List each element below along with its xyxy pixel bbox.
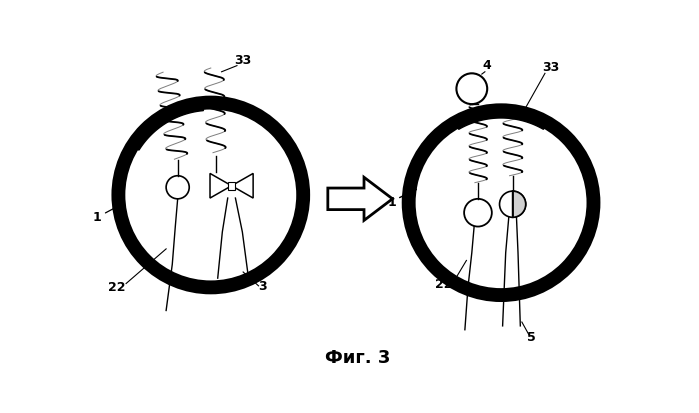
Polygon shape: [328, 178, 393, 221]
Polygon shape: [229, 183, 235, 190]
Polygon shape: [210, 174, 231, 199]
Polygon shape: [231, 174, 253, 199]
Text: 5: 5: [528, 330, 536, 343]
Polygon shape: [129, 99, 203, 151]
Text: 3: 3: [258, 279, 267, 292]
Text: 1: 1: [387, 195, 396, 208]
Text: 33: 33: [234, 53, 252, 66]
Text: 22: 22: [435, 278, 452, 291]
Polygon shape: [452, 107, 549, 130]
Wedge shape: [512, 192, 526, 218]
Text: 4: 4: [482, 59, 491, 72]
Text: 33: 33: [542, 61, 560, 74]
Text: 22: 22: [108, 280, 126, 293]
Text: 1: 1: [92, 211, 101, 223]
Text: Фиг. 3: Фиг. 3: [325, 348, 391, 366]
